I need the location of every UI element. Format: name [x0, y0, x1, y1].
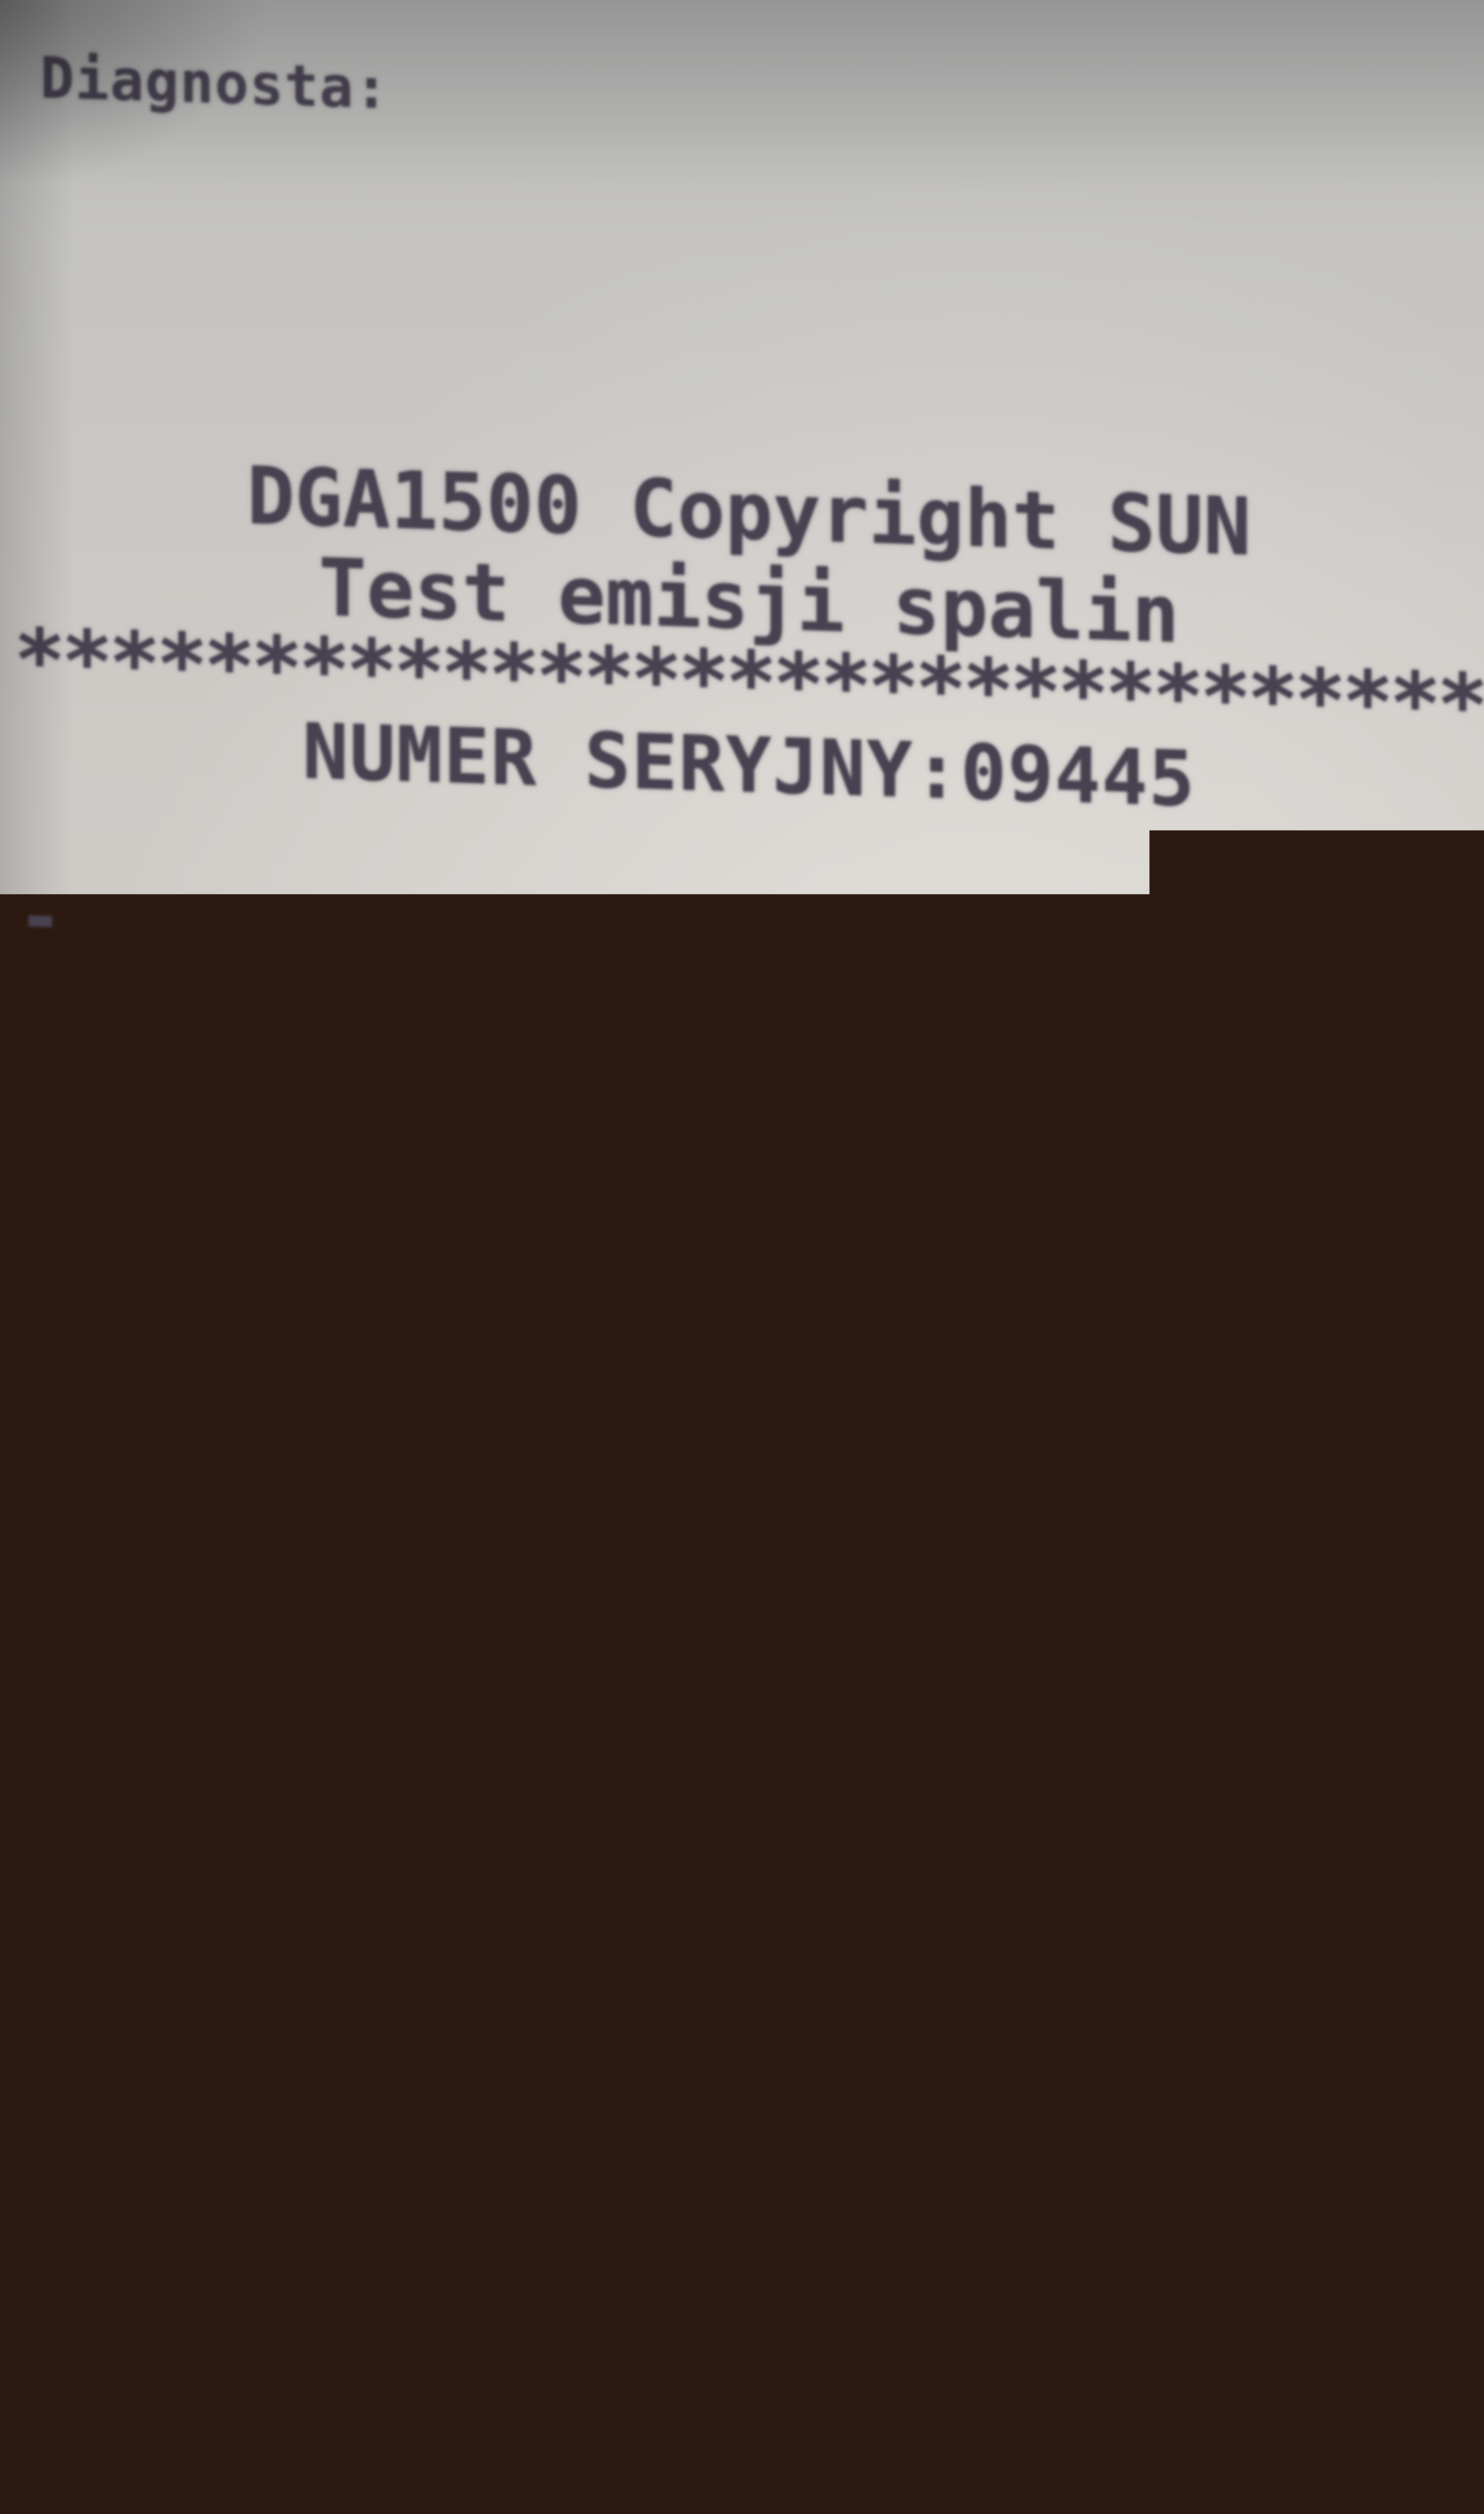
result-label-cell: O2 % vol.	[50, 1513, 617, 1627]
column-dash-separator: -------	[1046, 1097, 1461, 1176]
result-empty-cell	[1046, 1162, 1461, 1271]
result-value-cell: 1.03	[617, 1531, 1046, 1640]
result-label-cell: Temp. °C	[50, 1896, 617, 2009]
technician-label: Diagnosta:	[40, 50, 389, 117]
result-label: O2	[68, 1522, 156, 1612]
result-value-cell: 147	[617, 1435, 1046, 1545]
header-label: Wynik	[68, 984, 295, 1079]
result-label-cell: CO2 % vol.	[50, 1322, 617, 1435]
result-unit: ppm vol.	[234, 1431, 587, 1530]
result-value-cell: 0.66	[617, 1244, 1046, 1354]
result-label: Obroty - RPM	[68, 1809, 598, 1913]
result-empty-cell	[1046, 1449, 1461, 1558]
result-label-cell: HC ppm vol.	[50, 1418, 617, 1531]
table-header-wynik: Wynik	[50, 935, 617, 1084]
result-unit: % vol.	[322, 1530, 587, 1626]
result-empty-cell	[1046, 1927, 1461, 2035]
result-label-cell: COcorr.%vol.	[50, 1704, 617, 1818]
result-unit: % vol.	[322, 1243, 587, 1339]
result-label: HC	[68, 1426, 156, 1517]
result-unit: % vol.	[322, 1339, 587, 1435]
result-label-cell: CO % vol.	[50, 1227, 617, 1340]
receipt-paper: Diagnosta: *****************************…	[0, 0, 1484, 2514]
results-table: Wynik Pomiar 1 --------- ------- -------…	[50, 935, 1461, 2111]
result-unit: °C	[499, 1918, 587, 2008]
result-value-cell: 0.69	[617, 1722, 1046, 1831]
result-empty-cell	[1046, 1736, 1461, 1844]
result-label: LAMBDA	[68, 1618, 333, 1714]
result-label-cell: LAMBDA	[50, 1609, 617, 1722]
result-value-cell: ----	[617, 1818, 1046, 1927]
result-empty-cell	[1046, 1545, 1461, 1653]
result-label-cell: Obroty - RPM	[50, 1800, 617, 1913]
result-label-cell: Zegar	[50, 1131, 617, 1244]
result-label: Zegar	[68, 1140, 289, 1234]
result-value-cell: 12:58:17	[617, 1149, 1046, 1258]
result-empty-cell	[1046, 1640, 1461, 1749]
result-value-cell: 1.02	[617, 1627, 1046, 1736]
dashed-divider-bottom: ------------------------------	[18, 2111, 1484, 2236]
result-value-cell: 16	[617, 1913, 1046, 2022]
result-label: CO2	[68, 1331, 201, 1422]
result-value-cell: 13.7	[617, 1340, 1046, 1449]
result-label: CO	[68, 1235, 156, 1326]
table-header-empty	[1046, 966, 1461, 1110]
result-label: Temp.	[68, 1904, 289, 1999]
header-label: Pomiar 1	[640, 1002, 1003, 1097]
result-empty-cell	[1046, 1354, 1461, 1462]
result-empty-cell	[1046, 1831, 1461, 1940]
printed-content: Diagnosta: *****************************…	[0, 0, 1484, 2514]
column-dash-footer: -------	[617, 2009, 1046, 2098]
table-header-pomiar: Pomiar 1	[617, 953, 1046, 1097]
column-dash-footer: -------	[1046, 2022, 1461, 2111]
result-empty-cell	[1046, 1258, 1461, 1367]
result-label: COcorr.%vol.	[68, 1713, 598, 1817]
